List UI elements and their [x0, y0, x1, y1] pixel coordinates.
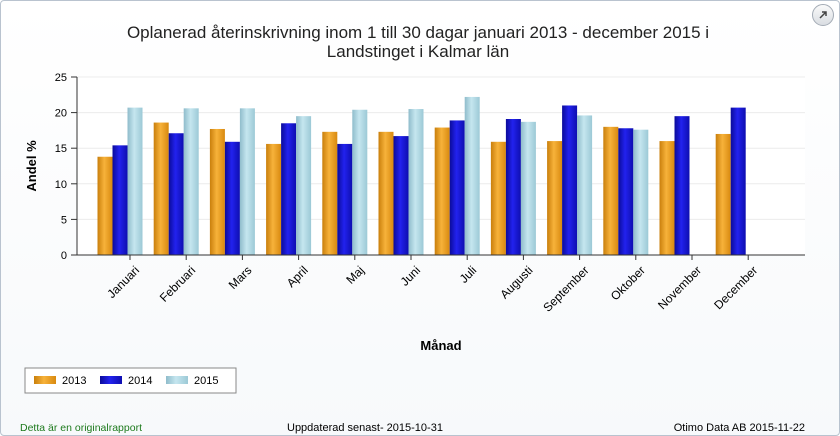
bar-2014-juni [393, 136, 409, 255]
bar-2014-februari [168, 133, 184, 255]
x-tick-label-april: April [284, 263, 311, 290]
legend-box [24, 367, 237, 394]
source-text: Otimo Data AB 2015-11-22 [673, 422, 805, 434]
x-tick-label-juni: Juni [398, 263, 423, 288]
x-tick-label-juli: Juli [457, 263, 480, 286]
x-axis-title: Månad [420, 338, 461, 353]
legend-swatch-2015 [166, 376, 188, 384]
y-tick-label: 10 [55, 179, 67, 191]
chart-title-line-1: Oplanerad återinskrivning inom 1 till 30… [127, 23, 709, 42]
x-tick-label-december: December [711, 263, 760, 312]
bars [97, 96, 746, 256]
bar-2014-augusti [505, 119, 521, 256]
bar-2013-mars [209, 128, 225, 255]
bar-2013-november [659, 141, 675, 255]
legend: 2013 2014 2015 [24, 367, 237, 394]
bar-2015-maj [352, 109, 368, 255]
x-tick-label-januari: Januari [104, 263, 142, 301]
x-tick-label-februari: Februari [157, 263, 198, 304]
bar-2014-april [281, 123, 297, 255]
bar-2013-juli [434, 127, 450, 255]
bar-2014-maj [337, 143, 353, 255]
legend-swatch-2013 [34, 376, 56, 384]
y-tick-label: 0 [61, 250, 67, 262]
x-tick-label-oktober: Oktober [608, 263, 648, 303]
bar-2015-januari [127, 107, 143, 255]
bar-2013-september [547, 141, 563, 255]
bar-2013-april [266, 143, 282, 255]
last-updated-text: Uppdaterad senast- 2015-10-31 [287, 422, 443, 434]
y-tick-label: 5 [61, 214, 67, 226]
bar-2013-juni [378, 131, 394, 255]
legend-label-2015: 2015 [194, 375, 218, 387]
bar-2015-juli [464, 96, 480, 255]
chart-title-line-2: Landstinget i Kalmar län [327, 42, 509, 61]
maximize-button[interactable] [812, 4, 834, 26]
x-tick-label-september: September [540, 263, 591, 314]
bar-2014-oktober [618, 128, 634, 255]
bar-2013-oktober [603, 126, 619, 255]
bar-2015-augusti [520, 121, 536, 255]
bar-2013-januari [97, 156, 113, 255]
bar-2014-september [562, 105, 578, 255]
bar-2015-juni [408, 109, 424, 255]
bar-2013-augusti [490, 141, 506, 255]
bar-2015-september [577, 115, 593, 255]
legend-label-2013: 2013 [62, 375, 86, 387]
maximize-arrow-icon [819, 11, 827, 19]
x-tick-label-maj: Maj [343, 263, 367, 287]
y-ticks: 0 5 10 15 20 25 [55, 72, 77, 262]
x-tick-label-augusti: Augusti [497, 263, 535, 301]
bar-2015-mars [239, 108, 255, 255]
bar-2015-februari [183, 108, 199, 255]
bar-2014-november [674, 116, 690, 255]
bar-2013-maj [322, 131, 338, 255]
y-tick-label: 25 [55, 72, 67, 84]
bar-2015-april [296, 116, 312, 255]
legend-label-2014: 2014 [128, 375, 152, 387]
bar-2014-januari [112, 145, 128, 255]
x-tick-labels: Januari Februari Mars April Maj Juni Juli Augus… [104, 255, 760, 315]
y-axis-title: Andel % [24, 140, 39, 192]
bar-2014-mars [224, 141, 240, 255]
bar-2013-februari [153, 122, 169, 256]
x-tick-label-mars: Mars [226, 263, 255, 292]
bar-2014-december [730, 107, 746, 255]
bar-2015-oktober [633, 129, 649, 255]
x-tick-label-november: November [655, 263, 704, 312]
y-tick-label: 15 [55, 143, 67, 155]
bar-2013-december [715, 133, 731, 255]
original-report-note: Detta är en originalrapport [20, 422, 142, 434]
bar-2014-juli [449, 120, 465, 255]
y-tick-label: 20 [55, 108, 67, 120]
legend-swatch-2014 [100, 376, 122, 384]
